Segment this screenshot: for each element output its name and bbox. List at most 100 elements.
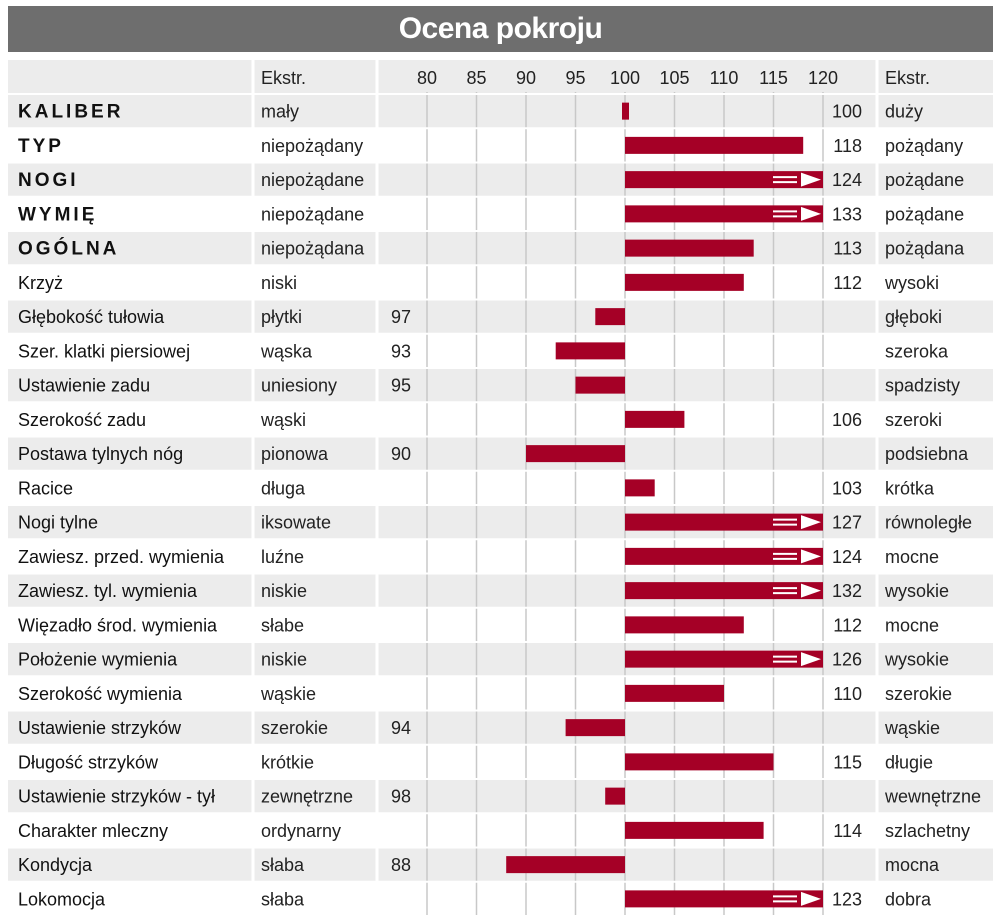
x-tick-label: 105: [659, 68, 689, 88]
table-row: [8, 505, 993, 540]
bar: [625, 171, 823, 189]
x-tick-label: 115: [759, 68, 788, 88]
high-extreme-label: szlachetny: [885, 821, 970, 841]
table-row: [8, 333, 993, 368]
data-label: 94: [391, 718, 411, 738]
low-extreme-label: zewnętrzne: [261, 787, 353, 807]
overflow-arrow-head: [801, 652, 821, 667]
trait-label: Ustawienie strzyków - tył: [18, 787, 215, 807]
trait-label: Ustawienie strzyków: [18, 718, 182, 738]
bar: [625, 410, 685, 428]
trait-label: Długość strzyków: [18, 752, 159, 772]
trait-label: Charakter mleczny: [18, 821, 168, 841]
high-extreme-label: podsiebna: [885, 444, 969, 464]
low-extreme-label: słaba: [261, 855, 305, 875]
table-row: [8, 744, 993, 779]
low-extreme-label: niskie: [261, 581, 307, 601]
trait-label: Racice: [18, 478, 73, 498]
trait-label: TYP: [18, 136, 64, 157]
trait-label: Kondycja: [18, 855, 93, 875]
bar: [625, 479, 655, 497]
overflow-arrow-head: [801, 549, 821, 564]
low-extreme-label: niskie: [261, 650, 307, 670]
trait-label: KALIBER: [18, 102, 123, 123]
trait-label: Szer. klatki piersiowej: [18, 341, 190, 361]
data-label: 114: [833, 821, 862, 841]
bar: [526, 445, 625, 463]
overflow-arrow-head: [801, 583, 821, 598]
data-label: 132: [832, 581, 862, 601]
low-extreme-label: długa: [261, 478, 306, 498]
bar: [625, 136, 804, 154]
bar: [625, 547, 823, 565]
low-extreme-label: słabe: [261, 615, 304, 635]
table-row: [8, 607, 993, 642]
x-tick-label: 100: [610, 68, 640, 88]
low-extreme-label: niepożądana: [261, 239, 365, 259]
trait-label: OGÓLNA: [18, 238, 119, 260]
low-extreme-label: krótkie: [261, 752, 314, 772]
low-extreme-label: niepożądane: [261, 204, 364, 224]
data-label: 100: [832, 102, 862, 122]
trait-label: Krzyż: [18, 273, 63, 293]
table-row: [8, 779, 993, 814]
low-extreme-label: uniesiony: [261, 376, 337, 396]
data-label: 103: [832, 478, 862, 498]
table-row: [8, 573, 993, 608]
trait-label: WYMIĘ: [18, 204, 97, 225]
data-label: 95: [391, 376, 411, 396]
trait-label: Więzadło środ. wymienia: [18, 615, 218, 635]
trait-label: Głębokość tułowia: [18, 307, 165, 327]
low-extreme-label: słaba: [261, 889, 305, 909]
data-label: 118: [833, 136, 862, 156]
overflow-arrow-head: [801, 891, 821, 906]
data-label: 110: [833, 684, 862, 704]
trait-label: Lokomocja: [18, 889, 106, 909]
low-extreme-label: wąska: [260, 341, 313, 361]
table-row: [8, 642, 993, 677]
data-label: 112: [833, 273, 862, 293]
trait-label: Położenie wymienia: [18, 650, 178, 670]
high-extreme-label: krótka: [885, 478, 935, 498]
table-row: [8, 265, 993, 300]
high-extreme-label: wąskie: [884, 718, 940, 738]
high-extreme-label: wysoki: [884, 273, 939, 293]
low-extreme-label: płytki: [261, 307, 302, 327]
high-extreme-label: mocne: [885, 547, 939, 567]
data-label: 115: [833, 752, 862, 772]
low-extreme-label: mały: [261, 102, 299, 122]
data-label: 112: [833, 615, 862, 635]
table-row: [8, 231, 993, 266]
table-row: [8, 94, 993, 129]
high-extreme-label: pożądana: [885, 239, 965, 259]
data-label: 93: [391, 341, 411, 361]
low-extreme-label: niepożądany: [261, 136, 363, 156]
table-row: [8, 162, 993, 197]
high-extreme-label: duży: [885, 102, 923, 122]
bar: [605, 787, 625, 805]
high-extreme-label: głęboki: [885, 307, 942, 327]
trait-label: NOGI: [18, 170, 79, 191]
high-extreme-label: wewnętrzne: [884, 787, 981, 807]
data-label: 98: [391, 787, 411, 807]
data-label: 124: [832, 547, 862, 567]
high-extreme-label: szeroki: [885, 410, 942, 430]
low-extreme-label: niski: [261, 273, 297, 293]
high-extreme-label: równoległe: [885, 513, 972, 533]
bar: [625, 821, 764, 839]
data-label: 123: [832, 889, 862, 909]
data-label: 113: [833, 239, 862, 259]
bar: [625, 650, 823, 668]
bar: [625, 273, 744, 291]
high-extreme-label: wysokie: [884, 650, 949, 670]
data-label: 127: [832, 513, 862, 533]
data-label: 106: [832, 410, 862, 430]
table-row: [8, 539, 993, 574]
high-extreme-label: spadzisty: [885, 376, 960, 396]
high-extreme-label: pożądane: [885, 170, 964, 190]
bar: [625, 513, 823, 531]
high-extreme-label: szeroka: [885, 341, 949, 361]
low-extreme-label: wąskie: [260, 684, 316, 704]
table-row: [8, 676, 993, 711]
table-row: [8, 368, 993, 403]
